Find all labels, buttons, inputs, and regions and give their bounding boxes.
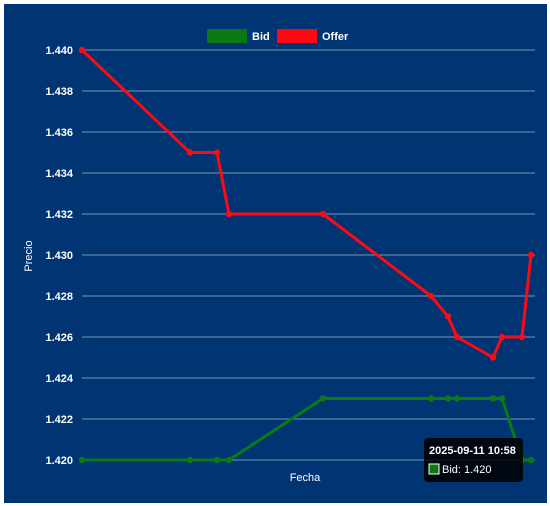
legend-swatch-bid[interactable] — [207, 29, 247, 43]
data-point-bid[interactable] — [444, 395, 452, 402]
data-point-bid[interactable] — [527, 456, 535, 464]
chart-panel: 1.420 1.422 1.424 1.426 1.428 1.430 1.432 1.434… — [4, 4, 547, 503]
data-point-bid[interactable] — [186, 456, 194, 464]
data-point-bid[interactable] — [319, 395, 327, 402]
tooltip-title: 2025-09-11 10:58 — [429, 445, 516, 457]
y-tick-label: 1.434 — [45, 168, 73, 180]
data-point-offer[interactable] — [225, 210, 233, 218]
data-point-bid[interactable] — [213, 456, 221, 464]
data-point-offer[interactable] — [527, 251, 535, 259]
y-tick-label: 1.420 — [45, 455, 73, 467]
data-point-offer[interactable] — [78, 46, 86, 54]
y-tick-label: 1.428 — [45, 291, 73, 303]
data-point-offer[interactable] — [186, 149, 194, 156]
y-tick-label: 1.436 — [45, 127, 73, 139]
line-chart: 1.420 1.422 1.424 1.426 1.428 1.430 1.432 1.434… — [23, 29, 535, 484]
series-line-offer — [80, 48, 533, 359]
legend-label-bid[interactable]: Bid — [252, 31, 270, 43]
y-tick-label: 1.440 — [45, 45, 73, 57]
series-layer — [78, 46, 535, 464]
tooltip-color-swatch — [428, 463, 440, 475]
tooltip: 2025-09-11 10:58 Bid: 1.420 — [424, 438, 523, 482]
data-point-offer[interactable] — [498, 333, 506, 341]
data-point-offer[interactable] — [427, 292, 435, 300]
data-point-offer[interactable] — [489, 354, 497, 361]
y-axis-title: Precio — [23, 240, 35, 271]
data-point-bid[interactable] — [427, 395, 435, 402]
grid-lines — [82, 49, 535, 461]
series-line-bid — [82, 397, 531, 462]
data-point-bid[interactable] — [225, 456, 233, 464]
y-tick-label: 1.432 — [45, 209, 73, 221]
tooltip-box — [424, 438, 523, 482]
legend[interactable]: Bid Offer — [207, 29, 349, 43]
y-tick-label: 1.424 — [45, 373, 73, 385]
data-point-bid[interactable] — [489, 395, 497, 402]
y-axis-ticks: 1.420 1.422 1.424 1.426 1.428 1.430 1.432 1.434… — [45, 45, 73, 467]
tooltip-body: Bid: 1.420 — [442, 464, 492, 476]
legend-label-offer[interactable]: Offer — [322, 31, 349, 43]
legend-swatch-offer[interactable] — [277, 29, 317, 43]
data-point-offer[interactable] — [319, 210, 327, 218]
data-point-bid[interactable] — [453, 395, 461, 402]
y-tick-label: 1.438 — [45, 86, 73, 98]
y-tick-label: 1.426 — [45, 332, 73, 344]
data-point-bid[interactable] — [498, 395, 506, 402]
y-tick-label: 1.430 — [45, 250, 73, 262]
y-tick-label: 1.422 — [45, 414, 73, 426]
data-point-offer[interactable] — [444, 313, 452, 320]
data-point-offer[interactable] — [453, 333, 461, 341]
x-axis-title: Fecha — [290, 472, 321, 484]
data-point-offer[interactable] — [518, 333, 526, 341]
data-point-bid[interactable] — [78, 456, 86, 464]
data-point-offer[interactable] — [213, 149, 221, 156]
